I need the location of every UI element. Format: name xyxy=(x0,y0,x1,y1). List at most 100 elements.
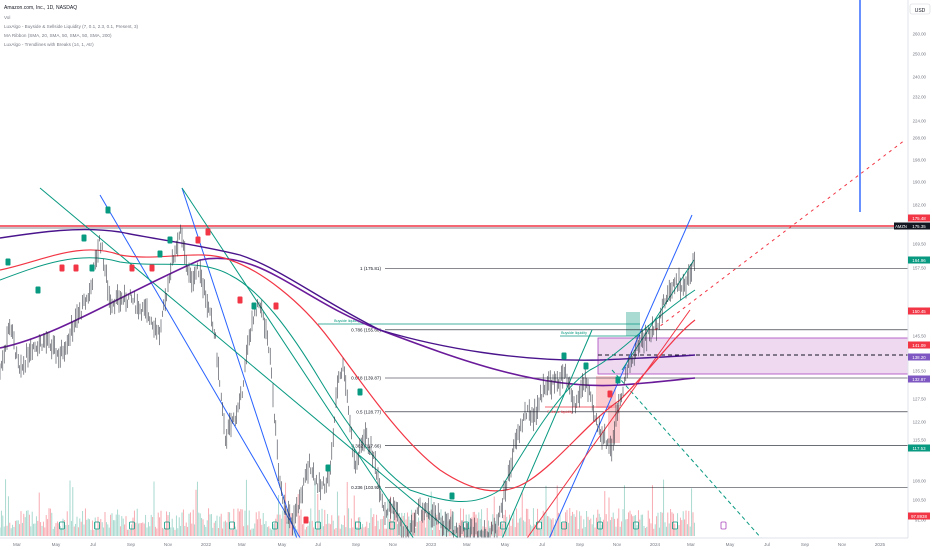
price-tick: 135.50 xyxy=(913,369,927,374)
event-marker xyxy=(561,521,567,530)
signal-marker xyxy=(205,228,211,236)
time-tick: Sep xyxy=(352,542,361,547)
price-label-box xyxy=(908,341,930,349)
trendline-green-2 xyxy=(181,187,421,549)
price-tick: 250.00 xyxy=(913,52,927,57)
price-label-box xyxy=(908,512,930,520)
price-tick: 260.00 xyxy=(913,32,927,37)
indicator-trendlines[interactable]: LuxAlgo - Trendlines with Breaks (14, 1,… xyxy=(4,42,94,47)
price-label-box xyxy=(908,256,930,264)
price-tick: 190.00 xyxy=(913,180,927,185)
fib-label: 0.618 (139.87) xyxy=(351,376,381,381)
price-label-text: 175.35 xyxy=(912,224,926,229)
fib-label: 0.786 (155.68) xyxy=(351,327,381,332)
signal-marker xyxy=(449,492,455,500)
time-tick: Mar xyxy=(463,542,471,547)
liquidity-label: Sellside liquidity xyxy=(547,410,573,414)
price-label-text: 138.20 xyxy=(912,355,926,360)
time-tick: 2024 xyxy=(650,542,661,547)
signal-marker xyxy=(357,388,363,396)
symbol-title[interactable]: Amazon.com, Inc., 1D, NASDAQ xyxy=(4,5,77,11)
liquidity-label: Buyside liquidity xyxy=(334,319,360,323)
price-tick: 100.50 xyxy=(913,498,927,503)
time-axis-ticks: Mar May Jul Sep Nov 2022 Mar May Jul Sep Nov 2023 Ma… xyxy=(13,542,886,547)
price-label-box xyxy=(908,444,930,452)
time-tick: Mar xyxy=(238,542,246,547)
indicator-ma-ribbon[interactable]: MA Ribbon (SMA, 20, SMA, 50, SMA, 50, SM… xyxy=(4,33,112,38)
time-tick: May xyxy=(52,542,61,547)
time-tick: Nov xyxy=(164,542,173,547)
currency-button[interactable] xyxy=(909,3,931,15)
signal-marker xyxy=(607,390,613,398)
red-block xyxy=(596,376,616,408)
price-tick: 240.00 xyxy=(913,75,927,80)
event-marker xyxy=(389,521,395,530)
price-tick: 198.00 xyxy=(913,158,927,163)
event-marker xyxy=(229,521,235,530)
signal-marker xyxy=(237,296,243,304)
price-label-text: 175.48 xyxy=(912,216,926,221)
signal-markers xyxy=(5,206,727,530)
signal-marker xyxy=(157,250,163,258)
trendline-green-dashed xyxy=(611,369,771,549)
price-tick: 115.50 xyxy=(913,438,927,443)
time-tick: 2025 xyxy=(875,542,886,547)
price-label-box xyxy=(908,222,930,230)
price-label-box xyxy=(908,214,930,222)
signal-marker xyxy=(251,302,257,310)
event-marker xyxy=(536,521,542,530)
signal-marker xyxy=(129,264,135,272)
time-tick: 2023 xyxy=(426,542,437,547)
time-tick: Nov xyxy=(838,542,847,547)
indicator-liquidity[interactable]: LuxAlgo - Buyside & Sellside Liquidity (… xyxy=(4,24,139,29)
trendline-blue-1 xyxy=(99,194,307,549)
signal-marker xyxy=(149,264,155,272)
signal-marker xyxy=(325,464,331,472)
time-tick: Sep xyxy=(576,542,585,547)
price-label-text: 164.96 xyxy=(912,258,926,263)
time-tick: Jul xyxy=(315,542,321,547)
event-marker xyxy=(672,521,678,530)
price-tick: 145.50 xyxy=(913,334,927,339)
event-marker xyxy=(500,521,506,530)
signal-marker xyxy=(583,362,589,370)
price-label-text: 150.45 xyxy=(912,309,926,314)
ma-short xyxy=(0,257,696,503)
indicator-vol[interactable]: Vol xyxy=(4,15,10,20)
liquidity-zone xyxy=(597,337,909,375)
signal-marker xyxy=(561,352,567,360)
price-tick: 208.00 xyxy=(913,136,927,141)
price-label-box xyxy=(908,353,930,361)
time-axis[interactable] xyxy=(0,538,932,550)
time-tick: Jul xyxy=(90,542,96,547)
event-marker xyxy=(272,521,278,530)
signal-marker xyxy=(81,234,87,242)
signal-marker xyxy=(615,376,621,384)
event-marker xyxy=(463,521,469,530)
time-tick: May xyxy=(278,542,287,547)
signal-marker xyxy=(303,516,309,524)
currency-label: USD xyxy=(915,8,926,14)
symbol-tag xyxy=(894,222,908,230)
symbol-tag-text: AMZN xyxy=(895,224,907,229)
trendline-red-dotted xyxy=(654,139,906,331)
event-marker xyxy=(94,521,100,530)
event-marker xyxy=(164,521,170,530)
signal-marker xyxy=(5,258,11,266)
time-tick: May xyxy=(501,542,510,547)
price-axis-ticks: 260.00 250.00 240.00 232.00 224.00 208.00 198.… xyxy=(913,32,927,523)
chart-legend: Amazon.com, Inc., 1D, NASDAQ Vol LuxAlgo… xyxy=(4,5,139,47)
signal-marker xyxy=(35,286,41,294)
price-bars xyxy=(0,224,695,550)
time-tick: Jul xyxy=(539,542,545,547)
event-marker xyxy=(633,521,639,530)
time-tick: Sep xyxy=(801,542,810,547)
price-tick: 182.00 xyxy=(913,203,927,208)
liquidity-label: Buyside liquidity xyxy=(561,331,587,335)
trendline-green-1 xyxy=(39,187,471,549)
price-label-box xyxy=(908,307,930,315)
red-block-2 xyxy=(608,405,620,443)
price-tick: 169.50 xyxy=(913,242,927,247)
